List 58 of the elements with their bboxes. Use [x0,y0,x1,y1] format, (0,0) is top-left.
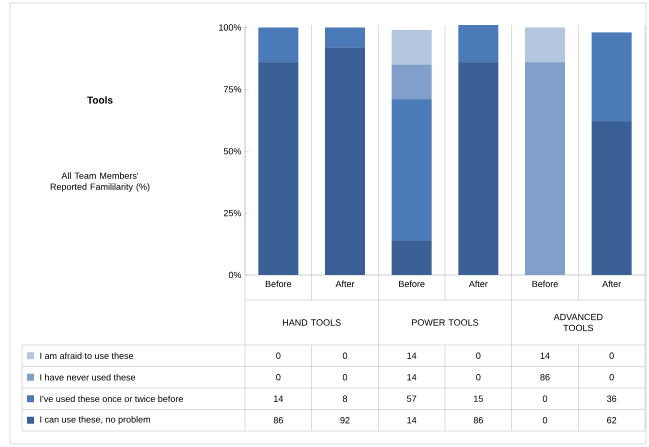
bar [592,32,632,122]
bar [392,30,432,65]
bar [592,122,632,275]
bar [392,240,432,275]
text: HAND TOOLS [282,319,341,326]
text: ADVANCED TOOLS [554,314,603,332]
bar [258,62,298,275]
x-tick-label: After [602,280,622,288]
x-tick-label: Before [266,280,292,288]
x-tick-label: Before [399,280,425,288]
bar [325,27,365,48]
data-label: 0 [610,374,614,380]
legend-label: I've used these once or twice before [40,395,183,402]
data-label: 0 [342,374,348,380]
data-label: 0 [342,352,348,359]
data-label: 92 [340,417,350,424]
data-label: 0 [542,417,548,424]
data-label: 14 [407,417,416,424]
bar [258,27,298,62]
data-label: 0 [276,352,280,359]
bar [325,47,365,275]
data-label: 62 [607,417,616,424]
legend-label: I have never used these [40,374,136,381]
data-label: 86 [274,417,283,424]
data-label: 36 [607,396,616,402]
data-label: 0 [542,396,548,402]
bar [392,64,432,100]
data-label: 14 [407,374,416,380]
data-label: 57 [407,396,416,402]
text: All Team Members' Reported Famililarity (%) [50,172,150,192]
data-label: 86 [474,417,483,424]
bar [392,99,432,240]
data-label: 14 [407,352,416,359]
text: POWER TOOLS [412,319,478,326]
text: Tools [87,96,113,104]
bar [458,24,498,62]
data-label: 0 [610,352,614,359]
y-tick-label: 25% [224,210,242,216]
legend-label: I can use these, no problem [40,416,150,424]
data-label: 14 [540,352,550,359]
bar [524,27,565,62]
legend-label: I am afraid to use these [40,352,134,360]
data-label: 8 [342,396,348,402]
y-tick-label: 50% [224,148,242,154]
y-tick-label: 0% [228,272,242,278]
y-tick-label: 100% [219,24,242,31]
bar [524,62,565,275]
x-tick-label: Before [532,280,558,288]
data-label: 14 [274,396,284,402]
data-label: 0 [276,374,280,380]
data-label: 86 [540,374,550,380]
data-label: 0 [476,352,480,359]
data-label: 15 [474,396,483,402]
x-tick-label: After [336,280,354,288]
bar [458,62,498,275]
data-label: 0 [476,374,480,380]
y-tick-label: 75% [224,86,242,93]
x-tick-label: After [468,280,488,288]
